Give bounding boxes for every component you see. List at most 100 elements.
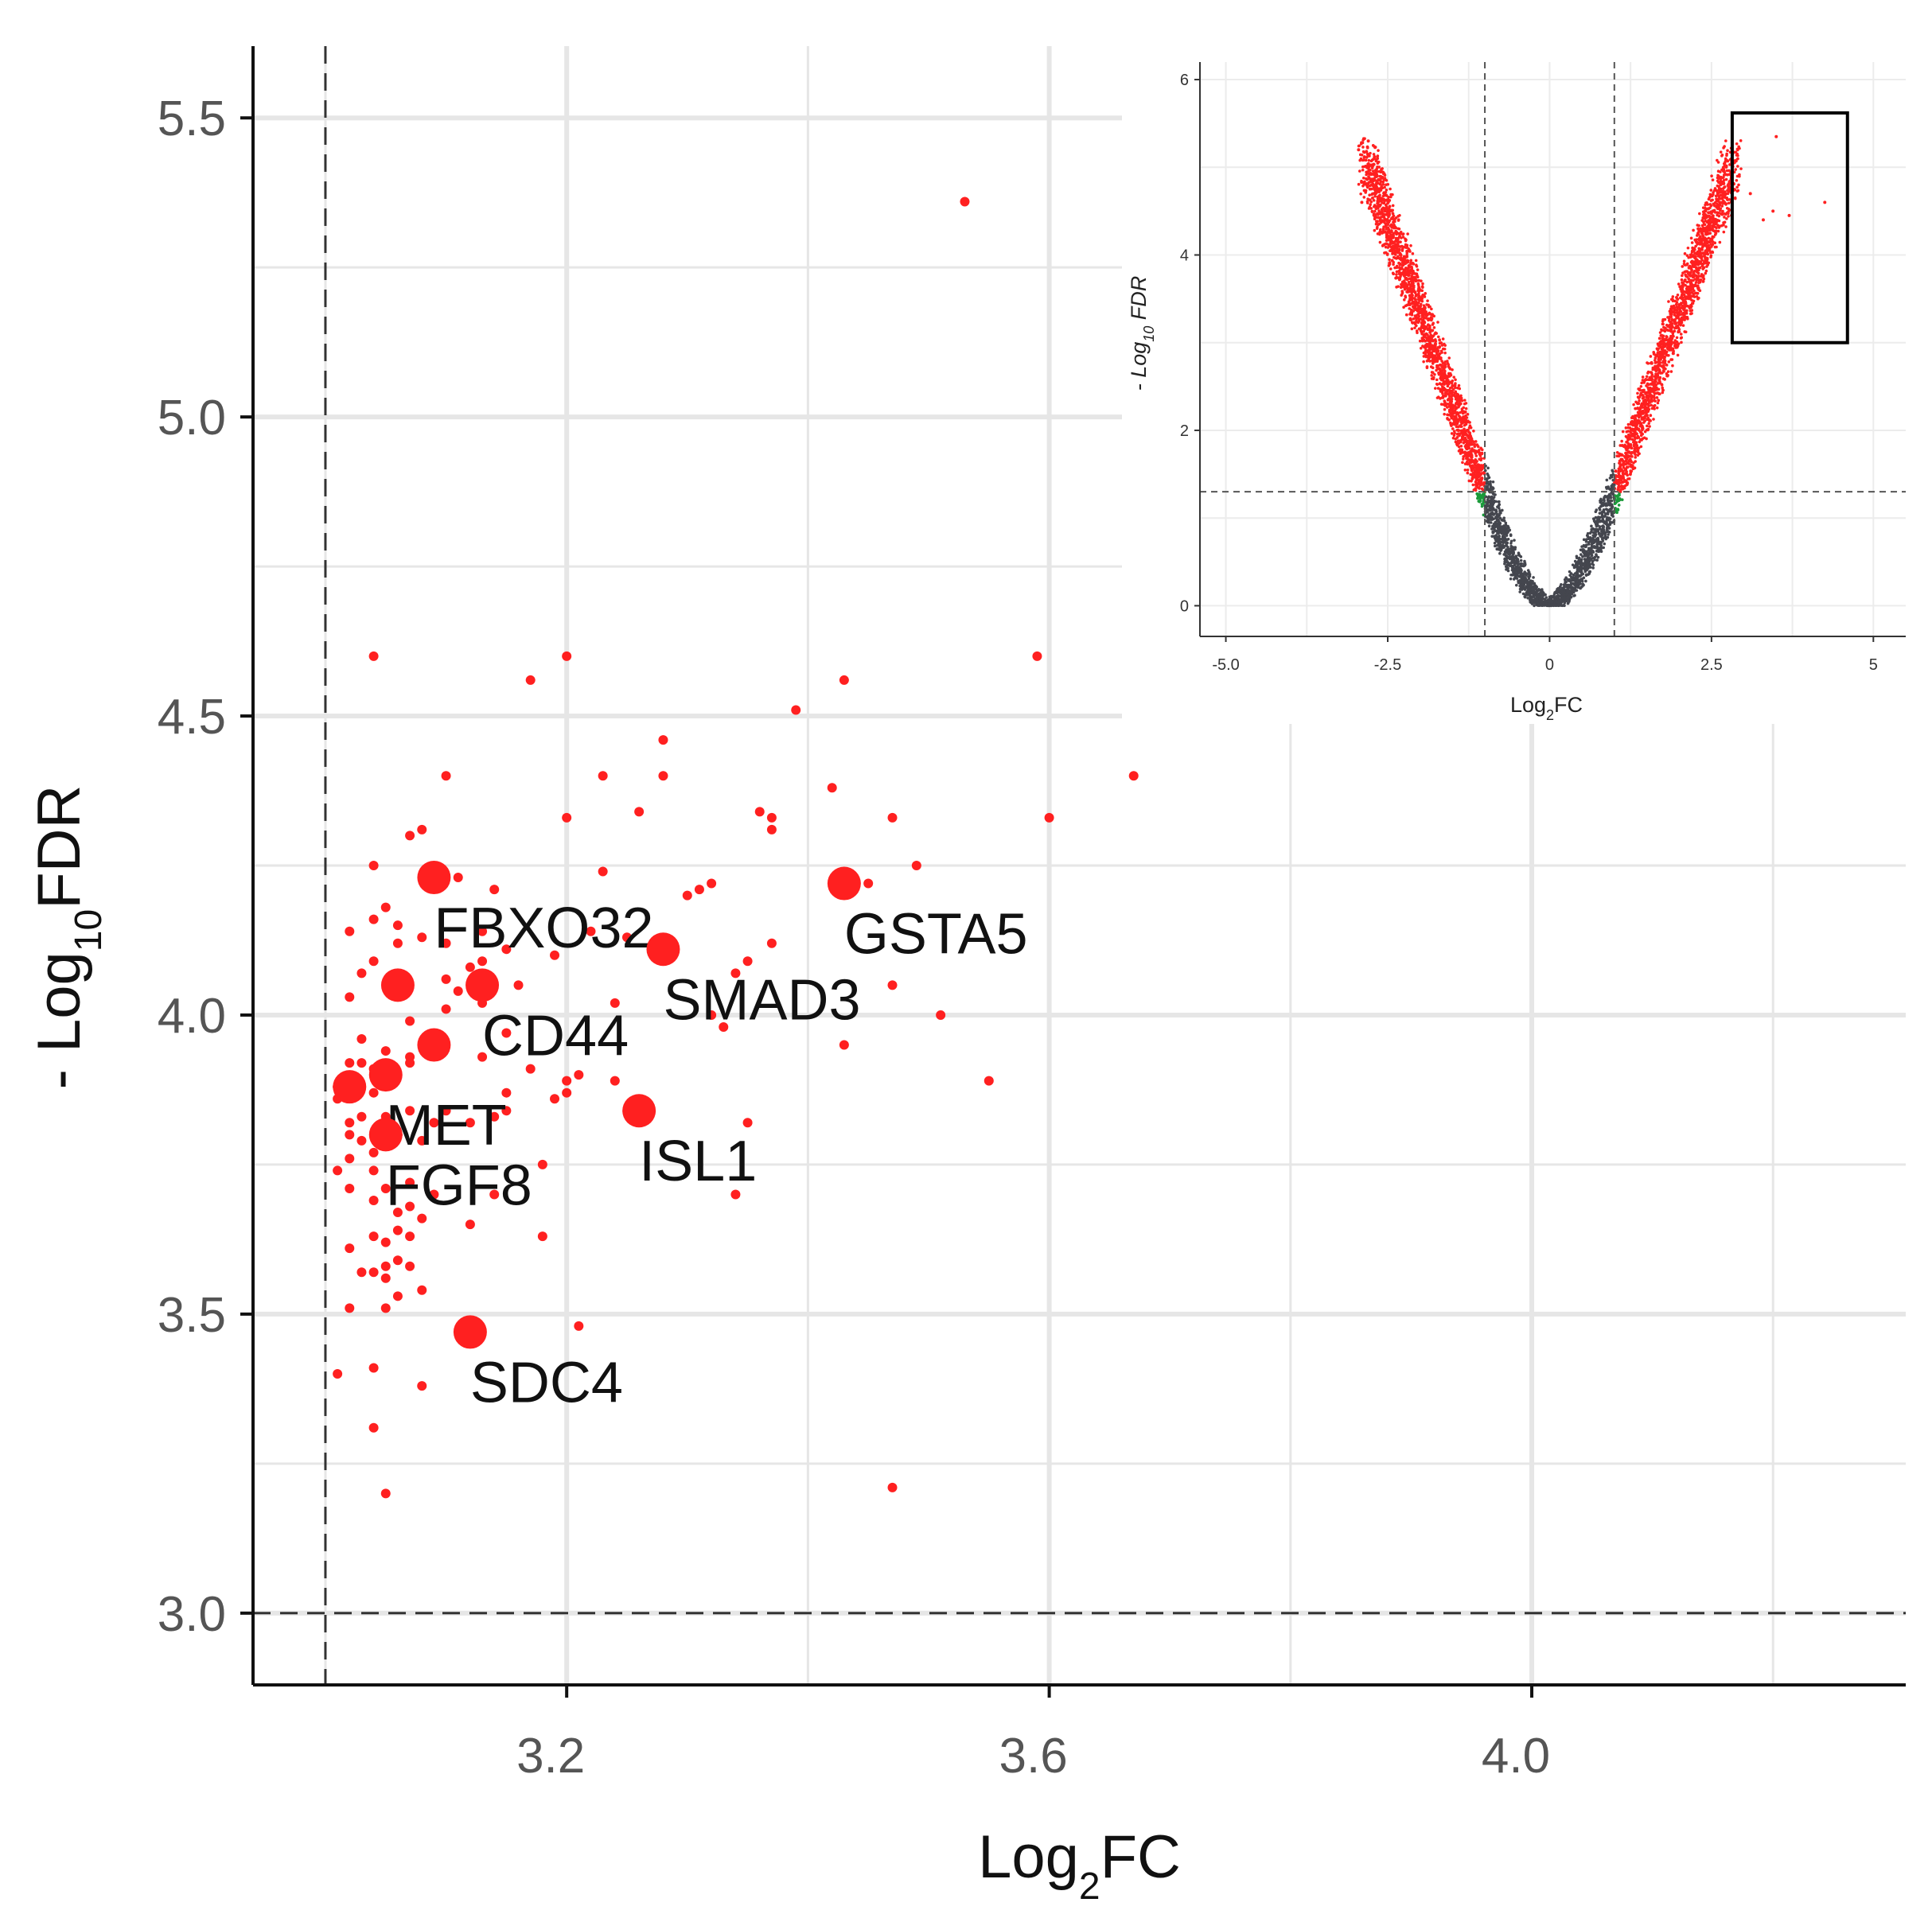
inset-point bbox=[1371, 183, 1374, 186]
inset-point bbox=[1651, 368, 1654, 372]
inset-point bbox=[1702, 236, 1705, 239]
inset-point bbox=[1396, 237, 1400, 240]
inset-point bbox=[1724, 161, 1727, 164]
inset-point bbox=[1464, 441, 1467, 444]
inset-point bbox=[1472, 473, 1475, 476]
inset-point bbox=[1667, 360, 1670, 364]
inset-point bbox=[1382, 191, 1385, 194]
inset-point bbox=[1518, 590, 1521, 593]
data-point bbox=[984, 1076, 994, 1086]
inset-point bbox=[1676, 297, 1679, 300]
inset-point bbox=[1681, 286, 1685, 289]
inset-point bbox=[1411, 328, 1414, 331]
inset-point bbox=[1376, 156, 1379, 159]
inset-point bbox=[1412, 285, 1416, 288]
inset-point bbox=[1422, 336, 1425, 339]
inset-point bbox=[1410, 293, 1413, 296]
inset-point bbox=[1657, 364, 1660, 367]
inset-point bbox=[1395, 216, 1398, 220]
inset-point bbox=[1381, 215, 1385, 218]
inset-point bbox=[1719, 241, 1722, 244]
gene-label: SDC4 bbox=[470, 1351, 623, 1414]
inset-point bbox=[1383, 178, 1386, 181]
inset-point bbox=[1739, 167, 1743, 170]
inset-point bbox=[1619, 477, 1622, 480]
inset-point bbox=[1480, 464, 1483, 467]
inset-point bbox=[1427, 313, 1430, 316]
inset-point bbox=[1541, 601, 1544, 604]
data-point bbox=[598, 867, 608, 877]
inset-point bbox=[1665, 364, 1669, 367]
inset-point bbox=[1401, 292, 1404, 295]
data-point bbox=[489, 885, 499, 894]
inset-point bbox=[1408, 302, 1411, 305]
inset-point bbox=[1628, 477, 1631, 480]
inset-point bbox=[1620, 469, 1623, 472]
inset-point bbox=[1578, 581, 1581, 584]
inset-point bbox=[1738, 147, 1741, 150]
inset-point bbox=[1661, 391, 1664, 395]
inset-point bbox=[1375, 205, 1378, 208]
inset-point bbox=[1385, 183, 1388, 186]
inset-point bbox=[1418, 279, 1421, 282]
inset-point bbox=[1400, 253, 1403, 256]
data-point bbox=[405, 1231, 415, 1241]
inset-point bbox=[1622, 477, 1625, 480]
inset-point bbox=[1386, 198, 1389, 201]
inset-point bbox=[1621, 498, 1624, 501]
inset-point bbox=[1724, 220, 1727, 224]
inset-point bbox=[1673, 320, 1677, 323]
inset-point bbox=[1404, 239, 1408, 242]
inset-point bbox=[1725, 173, 1728, 177]
inset-point bbox=[1381, 212, 1385, 216]
inset-point bbox=[1711, 251, 1714, 254]
inset-point bbox=[1659, 357, 1662, 360]
inset-point bbox=[1669, 324, 1672, 327]
inset-point bbox=[1576, 555, 1579, 558]
inset-point bbox=[1599, 520, 1602, 523]
inset-point bbox=[1724, 196, 1728, 200]
inset-point bbox=[1494, 542, 1497, 545]
inset-point bbox=[1378, 194, 1381, 197]
inset-point bbox=[1670, 326, 1673, 329]
inset-point bbox=[1404, 294, 1407, 298]
inset-point bbox=[1642, 397, 1645, 400]
inset-point bbox=[1418, 320, 1421, 323]
inset-point bbox=[1401, 249, 1404, 252]
inset-point bbox=[1434, 343, 1437, 346]
inset-point bbox=[1440, 379, 1443, 382]
inset-point bbox=[1653, 352, 1656, 356]
data-point bbox=[369, 1148, 379, 1157]
inset-point bbox=[1505, 566, 1508, 569]
inset-point bbox=[1615, 469, 1618, 473]
inset-point bbox=[1586, 566, 1589, 569]
data-point bbox=[791, 706, 800, 715]
inset-point bbox=[1447, 356, 1451, 360]
inset-point bbox=[1368, 159, 1371, 162]
data-point bbox=[683, 891, 692, 901]
inset-point bbox=[1522, 565, 1525, 568]
inset-point bbox=[1685, 263, 1689, 266]
inset-point bbox=[1431, 367, 1435, 370]
inset-point bbox=[1385, 224, 1388, 228]
inset-point bbox=[1719, 209, 1722, 212]
inset-point bbox=[1697, 233, 1700, 236]
inset-point bbox=[1682, 324, 1685, 327]
data-point bbox=[333, 1369, 342, 1379]
inset-point bbox=[1701, 233, 1704, 236]
inset-point bbox=[1435, 383, 1439, 386]
inset-point bbox=[1653, 395, 1656, 399]
data-point bbox=[405, 1016, 415, 1025]
inset-point bbox=[1428, 331, 1431, 334]
inset-point bbox=[1431, 340, 1435, 343]
inset-point bbox=[1464, 437, 1467, 440]
inset-point bbox=[1443, 372, 1447, 375]
inset-point bbox=[1657, 343, 1660, 346]
inset-point bbox=[1503, 519, 1506, 523]
inset-point bbox=[1679, 288, 1682, 291]
inset-point bbox=[1412, 252, 1415, 255]
inset-point bbox=[1487, 496, 1490, 499]
inset-point bbox=[1620, 440, 1623, 443]
inset-point bbox=[1563, 588, 1566, 591]
inset-point bbox=[1486, 508, 1490, 512]
